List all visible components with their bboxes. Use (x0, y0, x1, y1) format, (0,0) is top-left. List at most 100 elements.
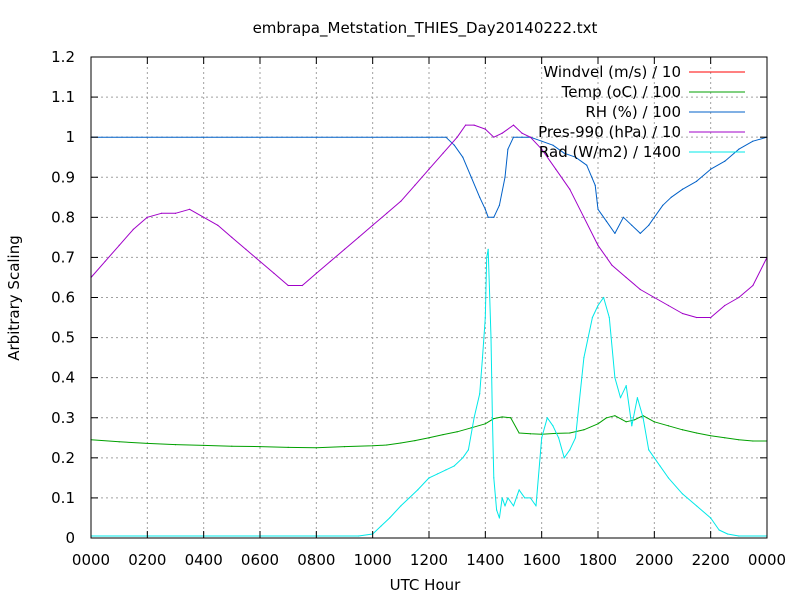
data-point (146, 216, 148, 218)
data-point (501, 132, 503, 134)
data-point (625, 421, 627, 423)
data-point (546, 417, 548, 419)
data-point (414, 184, 416, 186)
data-point (484, 208, 486, 210)
data-point (400, 505, 402, 507)
data-point (231, 236, 233, 238)
data-point (625, 276, 627, 279)
series-line-5 (91, 248, 767, 537)
data-point (428, 168, 430, 170)
data-point (118, 441, 120, 443)
data-point (428, 477, 430, 479)
data-point (428, 136, 430, 138)
series-layer (90, 124, 768, 537)
data-point (442, 152, 444, 154)
data-point (287, 446, 289, 449)
data-point (510, 417, 512, 419)
data-point (501, 497, 503, 499)
data-point (188, 208, 191, 210)
y-tick-label: 1.2 (51, 48, 75, 66)
data-point (501, 416, 503, 418)
y-tick-label: 0.5 (51, 329, 75, 347)
x-tick-label: 0000 (748, 551, 786, 569)
data-point (695, 180, 698, 182)
y-tick-label: 1.1 (51, 88, 75, 106)
data-point (203, 136, 205, 138)
data-point (453, 144, 455, 146)
x-tick-label: 1000 (354, 551, 392, 569)
data-point (470, 427, 472, 429)
data-point (738, 148, 740, 150)
data-point (605, 417, 608, 419)
data-point (667, 304, 670, 307)
data-point (605, 220, 608, 222)
legend-label: Temp (oC) / 100 (561, 83, 681, 101)
data-point (442, 433, 444, 436)
axis-ticks: 0 0.1 0.2 0.3 0.4 0.5 0.6 0.7 0.8 0.9 1 1.1 1.2 0000 0… (51, 48, 786, 569)
data-point (597, 244, 599, 246)
data-point (541, 433, 543, 435)
data-point (467, 449, 470, 451)
data-point (118, 244, 120, 246)
data-point (287, 284, 289, 287)
legend-label: Rad (W/m2) / 1400 (539, 143, 681, 161)
data-point (563, 152, 565, 154)
x-tick-label: 0600 (241, 551, 279, 569)
x-tick-label: 0200 (128, 551, 166, 569)
data-point (507, 148, 509, 150)
data-point (436, 473, 439, 475)
data-point (104, 260, 106, 263)
data-point (681, 312, 684, 315)
data-point (479, 196, 481, 198)
data-point (445, 469, 447, 471)
data-point (453, 465, 455, 467)
data-point (372, 445, 374, 447)
data-point (636, 397, 639, 399)
data-point (301, 284, 303, 287)
data-point (456, 431, 458, 433)
data-point (681, 493, 684, 495)
data-point (481, 357, 484, 359)
y-tick-label: 0 (65, 529, 75, 547)
data-point (174, 212, 177, 214)
y-tick-label: 0.7 (51, 248, 75, 266)
data-point (695, 316, 698, 319)
y-tick-label: 0.2 (51, 449, 75, 467)
data-point (614, 415, 616, 417)
y-axis-label: Arbitrary Scaling (5, 235, 23, 361)
data-point (417, 489, 419, 491)
data-point (521, 132, 523, 134)
data-point (594, 184, 596, 186)
data-point (557, 437, 560, 439)
data-point (465, 124, 467, 126)
data-point (386, 212, 388, 214)
data-point (504, 505, 506, 507)
data-point (639, 232, 641, 234)
data-point (484, 316, 486, 319)
data-point (498, 204, 501, 206)
data-point (642, 417, 644, 419)
y-tick-label: 0.4 (51, 369, 75, 387)
data-point (408, 497, 410, 499)
data-point (752, 284, 754, 287)
data-point (667, 425, 670, 427)
x-tick-label: 2000 (635, 551, 673, 569)
data-point (724, 437, 726, 439)
data-point (738, 439, 740, 441)
data-point (625, 385, 627, 387)
data-point (414, 439, 416, 442)
data-point (491, 417, 493, 419)
data-point (752, 440, 754, 442)
data-point (583, 429, 585, 431)
data-point (524, 497, 526, 499)
series-line-4 (90, 124, 768, 318)
data-point (569, 432, 571, 434)
data-point (552, 144, 554, 146)
data-point (484, 423, 486, 425)
data-point (597, 423, 599, 425)
data-point (504, 176, 506, 178)
data-point (512, 505, 515, 507)
x-tick-label: 1600 (523, 551, 561, 569)
y-tick-label: 0.6 (51, 289, 75, 307)
